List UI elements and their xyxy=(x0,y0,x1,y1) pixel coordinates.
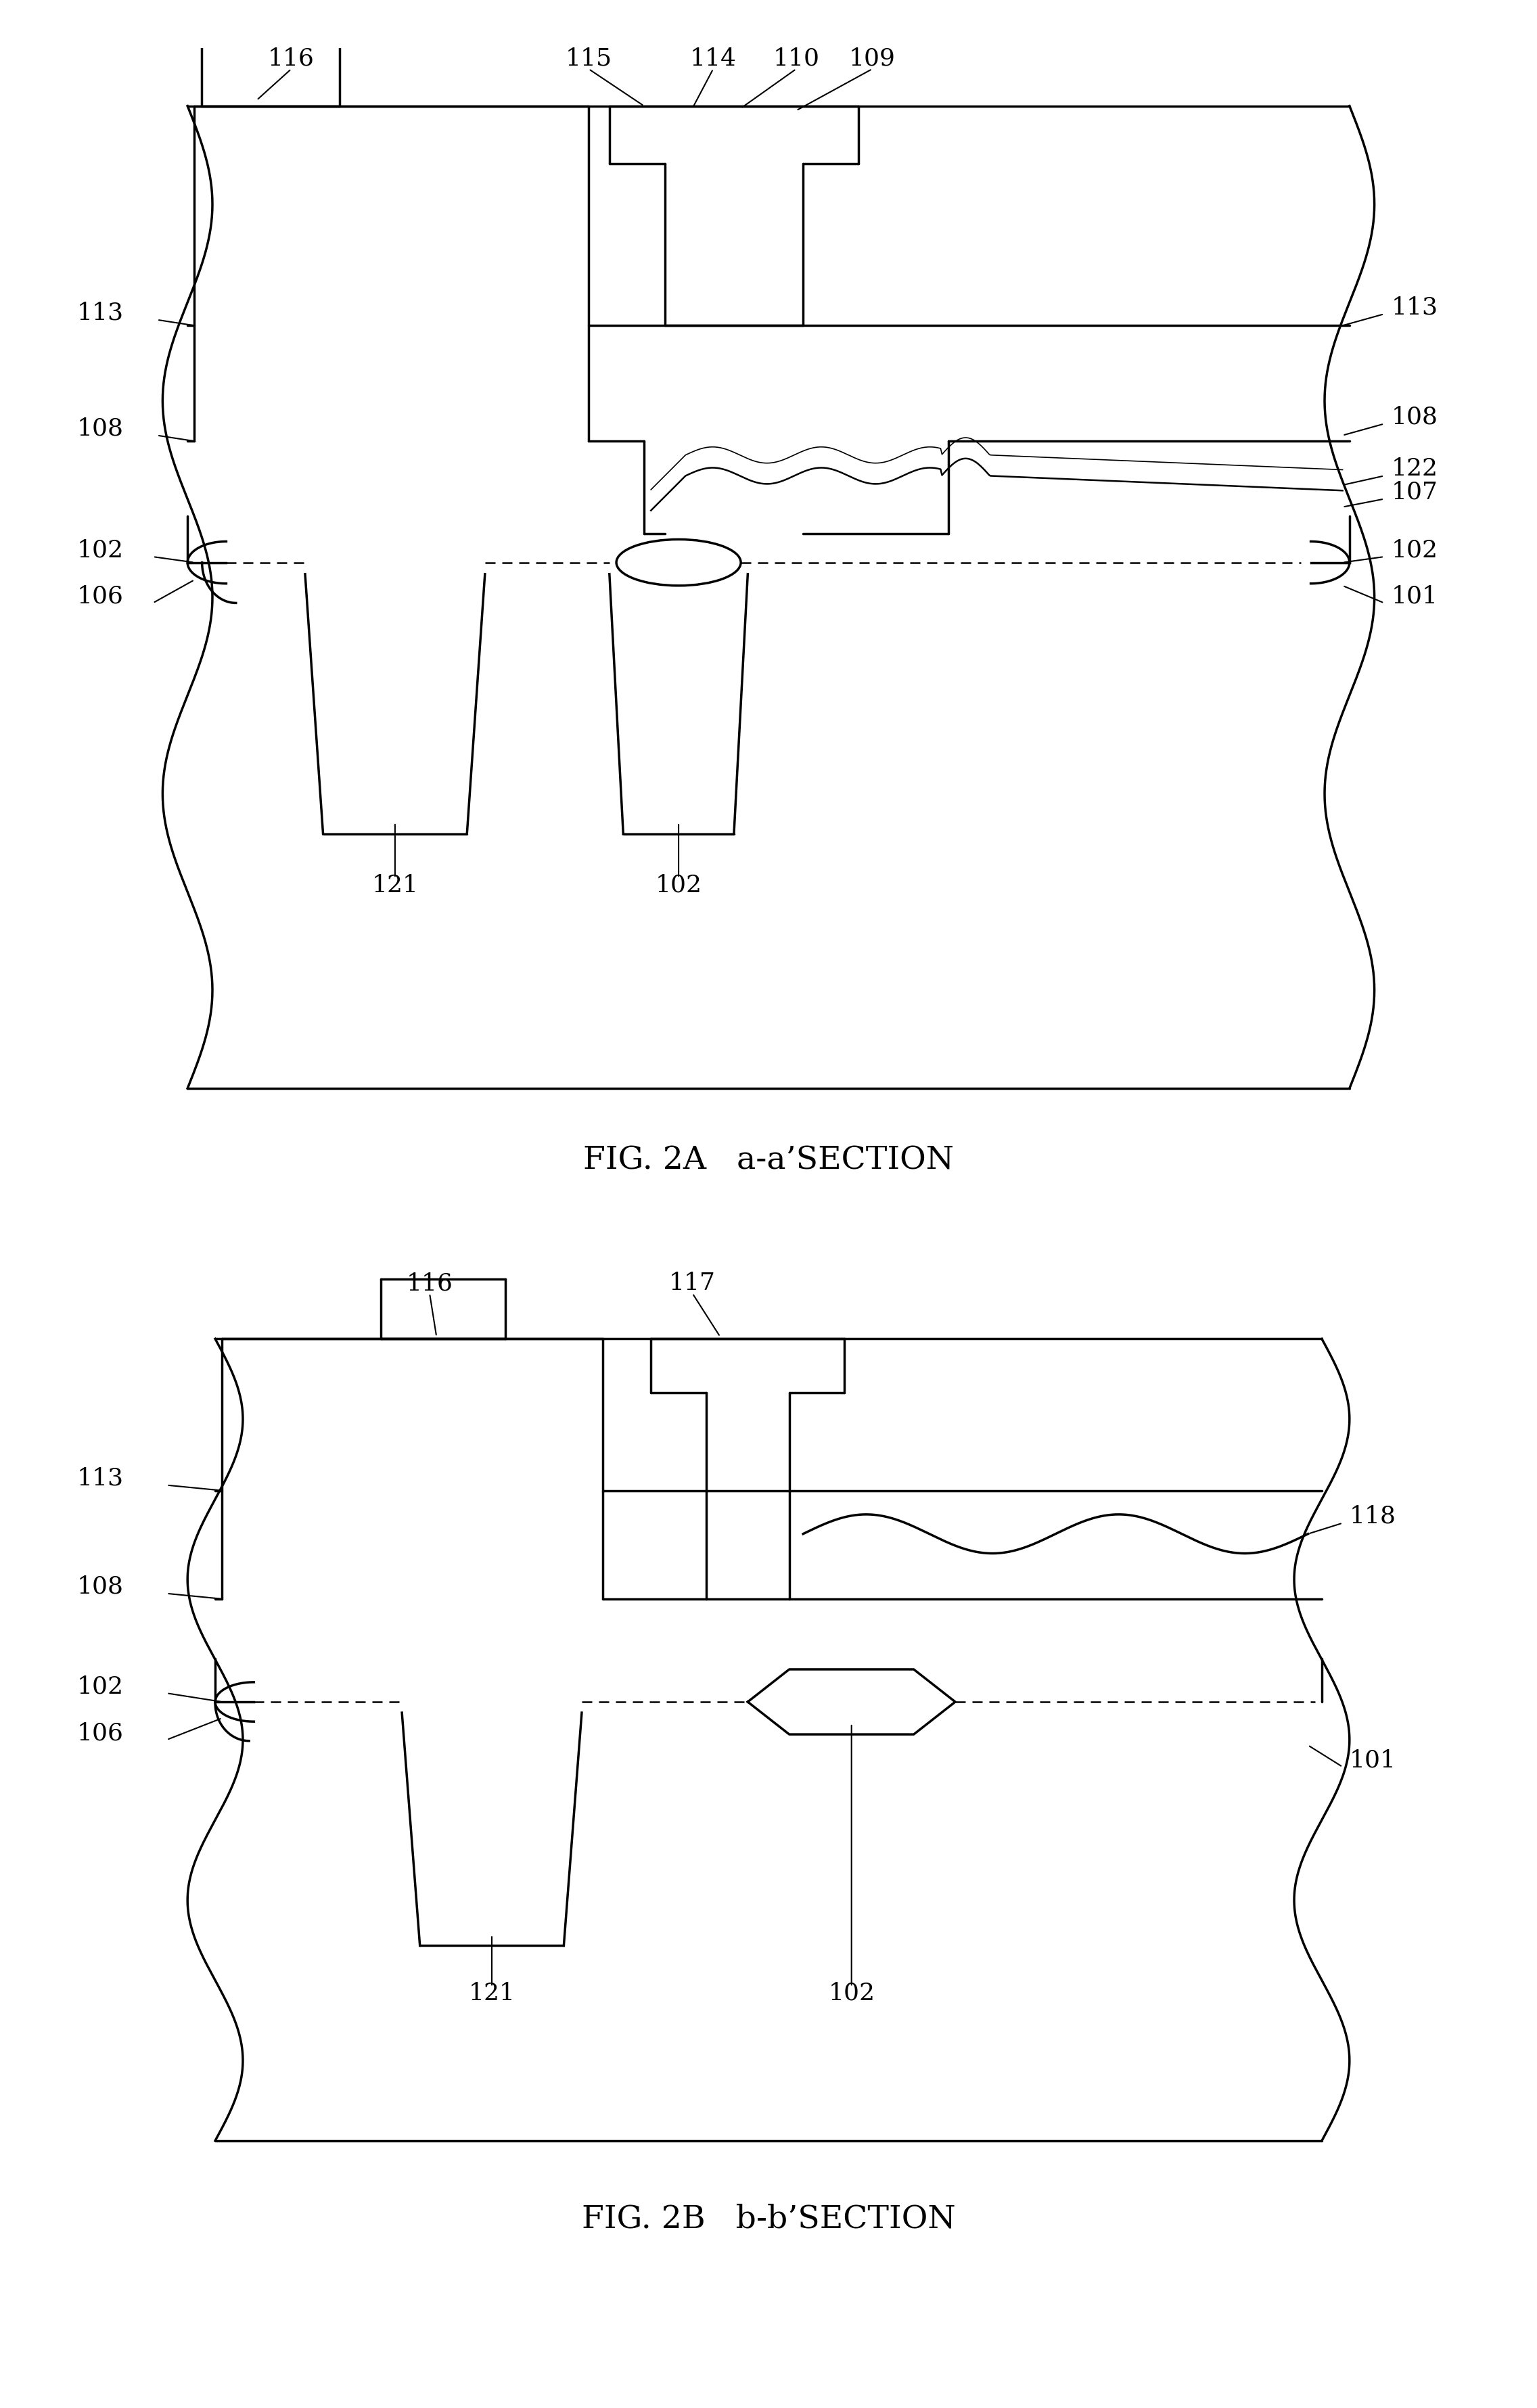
Text: 113: 113 xyxy=(77,1466,123,1491)
Text: 102: 102 xyxy=(77,539,123,561)
Text: 117: 117 xyxy=(669,1271,716,1296)
Text: 107: 107 xyxy=(1391,482,1437,503)
Text: 115: 115 xyxy=(566,48,612,70)
Text: 116: 116 xyxy=(267,48,315,70)
Text: 113: 113 xyxy=(77,301,123,325)
Text: 102: 102 xyxy=(1391,539,1437,561)
Text: 108: 108 xyxy=(1391,405,1437,429)
Text: 108: 108 xyxy=(77,417,123,441)
Text: 113: 113 xyxy=(1391,296,1437,318)
Text: 106: 106 xyxy=(77,1722,123,1743)
Text: 114: 114 xyxy=(690,48,736,70)
Text: 118: 118 xyxy=(1349,1505,1396,1527)
Text: 116: 116 xyxy=(406,1271,453,1296)
Text: FIG. 2B   b-b’SECTION: FIG. 2B b-b’SECTION xyxy=(581,2203,956,2235)
Text: 101: 101 xyxy=(1349,1748,1396,1772)
Text: 102: 102 xyxy=(655,874,702,896)
Text: 122: 122 xyxy=(1391,458,1437,482)
Text: 109: 109 xyxy=(848,48,896,70)
Text: FIG. 2A   a-a’SECTION: FIG. 2A a-a’SECTION xyxy=(583,1146,954,1175)
Ellipse shape xyxy=(616,539,741,585)
Text: 106: 106 xyxy=(77,585,123,607)
Text: 110: 110 xyxy=(773,48,819,70)
Text: 121: 121 xyxy=(372,874,418,896)
Text: 102: 102 xyxy=(828,1982,875,2003)
Text: 101: 101 xyxy=(1391,585,1437,607)
Text: 108: 108 xyxy=(77,1575,123,1599)
Text: 102: 102 xyxy=(77,1676,123,1698)
Text: 121: 121 xyxy=(469,1982,515,2003)
